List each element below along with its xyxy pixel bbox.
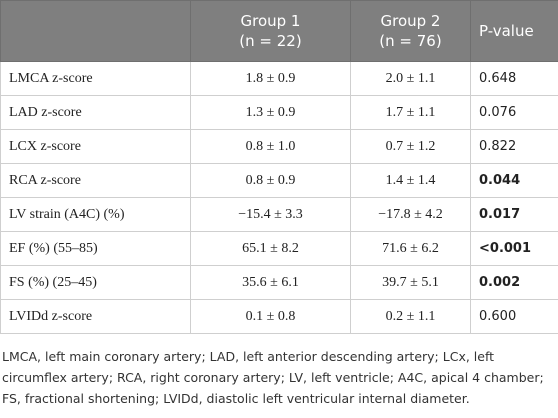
table-body: LMCA z-score 1.8 ± 0.9 2.0 ± 1.1 0.648 LAD z… (0, 61, 558, 334)
table-cell: 35.6 ± 6.1 (190, 265, 351, 300)
table-cell: LV strain (A4C) (%) (0, 197, 191, 232)
table-row: LV strain (A4C) (%) −15.4 ± 3.3 −17.8 ± 4.… (0, 197, 558, 232)
table-cell: 0.2 ± 1.1 (350, 299, 471, 334)
table-cell: LMCA z-score (0, 61, 191, 96)
header-cell: Group 2 (n = 76) (350, 0, 471, 62)
table-cell: LVIDd z-score (0, 299, 191, 334)
table-cell: 65.1 ± 8.2 (190, 231, 351, 266)
table-row: LAD z-score 1.3 ± 0.9 1.7 ± 1.1 0.076 (0, 95, 558, 130)
table-cell: −17.8 ± 4.2 (350, 197, 471, 232)
table-cell: 39.7 ± 5.1 (350, 265, 471, 300)
table-cell: 71.6 ± 6.2 (350, 231, 471, 266)
table-cell: 1.3 ± 0.9 (190, 95, 351, 130)
header-text: Group 2 (380, 12, 441, 30)
table-cell: 1.7 ± 1.1 (350, 95, 471, 130)
table-cell: 0.044 (470, 163, 558, 198)
header-row: Group 1 (n = 22) Group 2 (n = 76) P-value (0, 0, 558, 62)
table-row: EF (%) (55–85) 65.1 ± 8.2 71.6 ± 6.2 <0.001 (0, 231, 558, 266)
table-cell: FS (%) (25–45) (0, 265, 191, 300)
table-cell: LAD z-score (0, 95, 191, 130)
table-cell: <0.001 (470, 231, 558, 266)
table-cell: 1.4 ± 1.4 (350, 163, 471, 198)
table-cell: 0.8 ± 0.9 (190, 163, 351, 198)
table-row: LCX z-score 0.8 ± 1.0 0.7 ± 1.2 0.822 (0, 129, 558, 164)
table-row: RCA z-score 0.8 ± 0.9 1.4 ± 1.4 0.044 (0, 163, 558, 198)
table-row: LMCA z-score 1.8 ± 0.9 2.0 ± 1.1 0.648 (0, 61, 558, 96)
table-cell: RCA z-score (0, 163, 191, 198)
table-cell: 0.002 (470, 265, 558, 300)
footnote: LMCA, left main coronary artery; LAD, le… (2, 349, 544, 406)
table-cell: 0.7 ± 1.2 (350, 129, 471, 164)
header-text: (n = 22) (239, 32, 302, 50)
table-cell: 0.1 ± 0.8 (190, 299, 351, 334)
table-cell: LCX z-score (0, 129, 191, 164)
table-cell: −15.4 ± 3.3 (190, 197, 351, 232)
table-cell: 0.822 (470, 129, 558, 164)
table-cell: 1.8 ± 0.9 (190, 61, 351, 96)
table-cell: 0.017 (470, 197, 558, 232)
table-cell: EF (%) (55–85) (0, 231, 191, 266)
table-cell: 2.0 ± 1.1 (350, 61, 471, 96)
table-row: LVIDd z-score 0.1 ± 0.8 0.2 ± 1.1 0.600 (0, 299, 558, 334)
table-cell: 0.8 ± 1.0 (190, 129, 351, 164)
table-cell: 0.076 (470, 95, 558, 130)
header-cell: P-value (470, 0, 558, 62)
table-row: FS (%) (25–45) 35.6 ± 6.1 39.7 ± 5.1 0.002 (0, 265, 558, 300)
header-text: Group 1 (240, 12, 301, 30)
data-table: Group 1 (n = 22) Group 2 (n = 76) P-value LM… (0, 0, 558, 334)
header-cell (0, 0, 191, 62)
table-cell: 0.648 (470, 61, 558, 96)
header-text: (n = 76) (379, 32, 442, 50)
header-cell: Group 1 (n = 22) (190, 0, 351, 62)
header-text: P-value (479, 22, 534, 40)
table-cell: 0.600 (470, 299, 558, 334)
